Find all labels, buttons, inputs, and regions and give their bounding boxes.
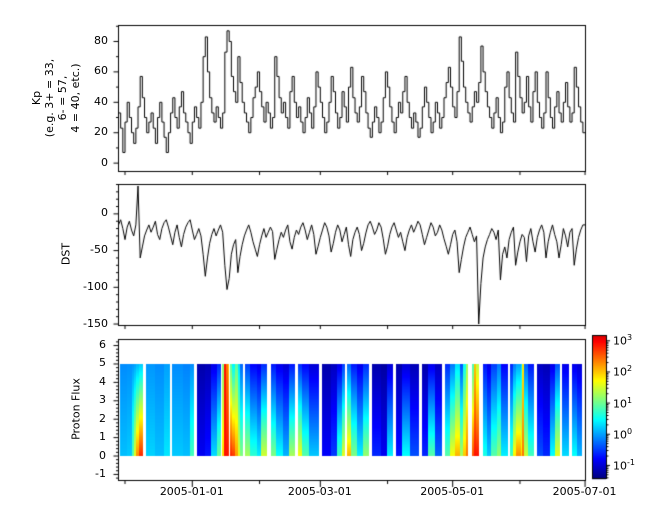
proton-ytick-label: 4 xyxy=(99,375,106,388)
x-tick-label: 2005-03-01 xyxy=(287,485,352,498)
colorbar-tick-label: 100 xyxy=(613,427,633,442)
kp-ytick-label: 40 xyxy=(94,95,108,108)
kp-ytick-label: 80 xyxy=(94,34,108,47)
kp-ytick-label: 20 xyxy=(94,125,108,138)
proton-ytick-label: 0 xyxy=(99,449,106,462)
kp-ytick-label: 60 xyxy=(94,64,108,77)
proton-ytick-label: 6 xyxy=(99,338,106,351)
kp-axis-label-line1: Kp xyxy=(30,90,43,106)
proton-ytick-label: 5 xyxy=(99,356,106,369)
kp-axis-label-line2: (e.g. 3+ = 33, xyxy=(43,58,56,138)
kp-ytick-label: 0 xyxy=(101,156,108,169)
colorbar-tick-label: 102 xyxy=(613,364,633,379)
dst-ytick-label: 0 xyxy=(101,206,108,219)
colorbar-tick-label: 101 xyxy=(613,396,633,411)
colorbar-tick-label: 10-1 xyxy=(613,458,635,473)
dst-ytick-label: -100 xyxy=(83,280,108,293)
colorbar-tick-label: 103 xyxy=(613,333,633,348)
x-tick-label: 2005-07-01 xyxy=(552,485,617,498)
proton-ytick-label: -1 xyxy=(95,467,106,480)
x-tick-label: 2005-05-01 xyxy=(420,485,485,498)
proton-ytick-label: 3 xyxy=(99,393,106,406)
proton-ytick-label: 2 xyxy=(99,412,106,425)
dst-ytick-label: -50 xyxy=(90,243,108,256)
proton-ytick-label: 1 xyxy=(99,430,106,443)
x-tick-label: 2005-01-01 xyxy=(159,485,224,498)
dst-ytick-label: -150 xyxy=(83,317,108,330)
